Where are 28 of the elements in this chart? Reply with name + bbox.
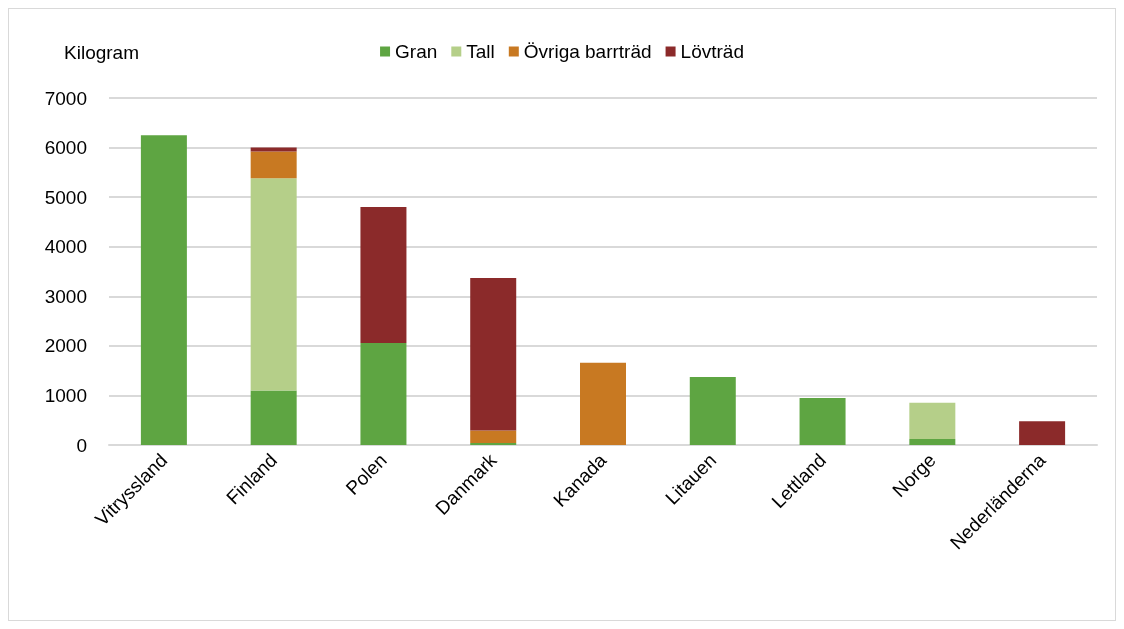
bar xyxy=(250,390,297,445)
legend-label: Gran xyxy=(395,41,438,62)
legend-label: Övriga barrträd xyxy=(523,41,652,62)
bar xyxy=(799,397,846,445)
bar xyxy=(140,135,187,445)
bar xyxy=(360,342,407,445)
bar xyxy=(689,377,736,445)
y-tick-label: 7000 xyxy=(44,87,87,109)
y-tick-label: 3000 xyxy=(44,285,87,307)
bar xyxy=(909,402,956,440)
y-tick-label: 0 xyxy=(76,434,87,456)
y-tick-label: 2000 xyxy=(44,335,87,357)
bar xyxy=(360,207,407,343)
bar xyxy=(1019,421,1066,445)
bar xyxy=(250,147,297,152)
y-tick-label: 4000 xyxy=(44,236,87,258)
y-tick-label: 5000 xyxy=(44,186,87,208)
bar xyxy=(580,362,626,445)
legend-label: Tall xyxy=(466,41,495,62)
bar xyxy=(470,430,517,444)
y-tick-label: 1000 xyxy=(44,384,87,406)
y-axis-title: Kilogram xyxy=(64,42,139,63)
y-tick-label: 6000 xyxy=(44,137,87,159)
bar xyxy=(909,439,956,445)
bar xyxy=(250,151,297,179)
bar xyxy=(250,178,297,391)
bar xyxy=(470,277,517,431)
legend-label: Lövträd xyxy=(680,41,744,62)
